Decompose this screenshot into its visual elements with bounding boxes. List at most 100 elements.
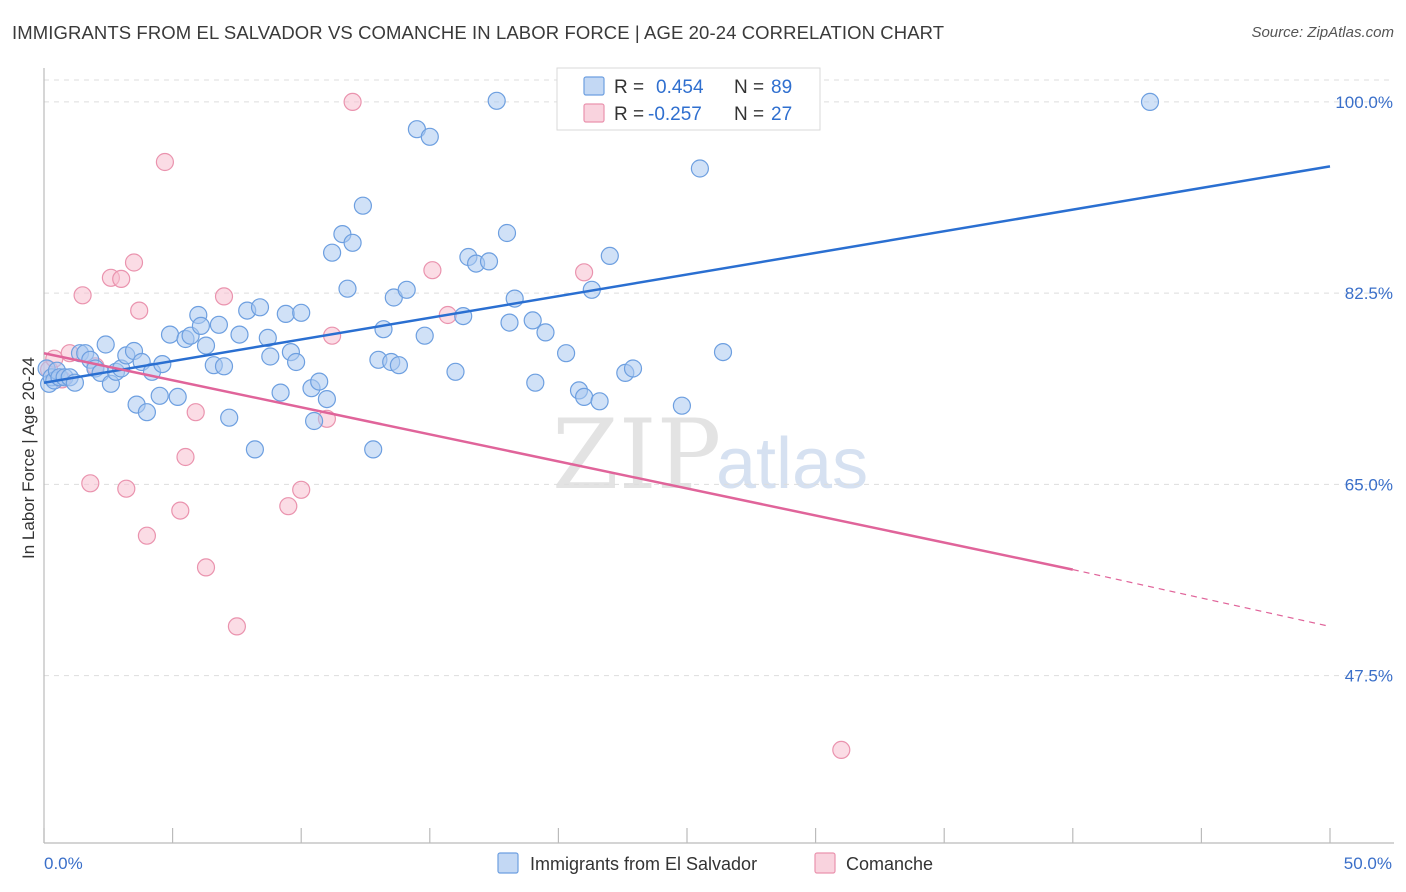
el-salvador-point [500, 313, 519, 332]
el-salvador-point [364, 440, 383, 459]
el-salvador-point [230, 325, 249, 344]
series-legend: Immigrants from El Salvador Comanche [497, 852, 933, 874]
el-salvador-point [574, 387, 594, 406]
el-salvador-point [214, 357, 234, 376]
comanche-trend-line [43, 351, 1074, 571]
el-salvador-point [160, 325, 180, 344]
comanche-point [279, 497, 298, 516]
y-tick-label: 82.5% [1345, 284, 1393, 303]
el-salvador-point [317, 390, 336, 409]
bottom-legend-swatch-blue [497, 852, 519, 874]
y-tick-label: 47.5% [1345, 667, 1393, 686]
el-salvador-point [310, 372, 329, 391]
y-axis-label: In Labor Force | Age 20-24 [19, 357, 38, 559]
legend-n-value-2: 27 [771, 104, 792, 125]
comanche-point [117, 479, 136, 498]
el-salvador-point [623, 359, 643, 378]
comanche-point [214, 287, 234, 306]
comanche-point [124, 253, 144, 272]
el-salvador-point [497, 223, 517, 243]
comanche-point [196, 558, 216, 577]
legend-r-value-2: -0.257 [648, 104, 702, 125]
el-salvador-point [220, 408, 239, 427]
el-salvador-point [168, 387, 187, 406]
el-salvador-point [196, 336, 216, 355]
comanche-point [171, 501, 190, 520]
el-salvador-point [374, 320, 393, 339]
comanche-point [832, 740, 851, 760]
el-salvador-point [556, 344, 576, 363]
watermark-zip: ZIP [552, 399, 721, 511]
el-salvador-point [287, 352, 306, 372]
bottom-legend-label-comanche: Comanche [846, 854, 933, 874]
el-salvador-point [536, 323, 555, 342]
el-salvador-point [137, 403, 156, 422]
el-salvador-point [191, 316, 210, 335]
el-salvador-point [487, 91, 506, 110]
el-salvador-point [590, 392, 609, 411]
el-salvador-point [150, 386, 169, 405]
axes [43, 68, 1394, 844]
comanche-point [343, 92, 362, 112]
comanche-point [227, 617, 246, 636]
comanche-point [292, 480, 311, 499]
legend-n-value-1: 89 [771, 77, 792, 98]
el-salvador-point [600, 246, 619, 265]
el-salvador-point [258, 328, 277, 347]
el-salvador-point [276, 304, 295, 323]
el-salvador-point [343, 233, 362, 252]
watermark-atlas: atlas [716, 424, 868, 504]
comanche-point [423, 261, 442, 280]
comanche-trend-extension [1072, 569, 1331, 628]
el-salvador-point [420, 127, 439, 146]
el-salvador-point [479, 252, 499, 271]
comanche-point [176, 447, 195, 467]
trend-lines [43, 165, 1331, 628]
el-salvador-point [1140, 92, 1160, 112]
comanche-point [81, 474, 100, 493]
comanche-point [130, 301, 149, 320]
el-salvador-point [397, 280, 416, 299]
legend-r-label-2: R = [614, 104, 644, 125]
comanche-point [574, 263, 594, 282]
el-salvador-point [209, 315, 228, 334]
el-salvador-point [271, 383, 290, 402]
el-salvador-point [526, 373, 545, 392]
el-salvador-point [690, 159, 710, 178]
el-salvador-point [261, 347, 280, 366]
el-salvador-point [292, 303, 311, 322]
correlation-legend: R = 0.454 N = 89 R = -0.257 N = 27 [556, 67, 821, 131]
el-salvador-point [672, 396, 692, 415]
el-salvador-point [713, 343, 733, 362]
el-salvador-point [389, 356, 408, 375]
el-salvador-point [305, 411, 324, 431]
legend-swatch-pink [583, 103, 605, 123]
x-tick-label-max: 50.0% [1344, 854, 1392, 873]
el-salvador-point [446, 362, 465, 381]
el-salvador-point [245, 440, 264, 459]
legend-swatch-blue [583, 76, 605, 96]
chart-title: IMMIGRANTS FROM EL SALVADOR VS COMANCHE … [12, 22, 945, 43]
comanche-point [137, 526, 156, 545]
gridlines [44, 79, 1394, 677]
el-salvador-points [37, 91, 1160, 459]
bottom-legend-swatch-pink [814, 852, 836, 874]
y-tick-labels: 47.5% 65.0% 82.5% 100.0% [1335, 93, 1393, 686]
source-credit: Source: ZipAtlas.com [1251, 24, 1394, 41]
x-tick-label-min: 0.0% [44, 854, 83, 873]
el-salvador-point [353, 196, 372, 215]
el-salvador-point [96, 335, 115, 354]
bottom-legend-label-el-salvador: Immigrants from El Salvador [530, 854, 757, 874]
comanche-point [73, 286, 92, 305]
el-salvador-point [523, 311, 542, 330]
el-salvador-trend-line [43, 165, 1331, 384]
comanche-point [186, 403, 205, 422]
el-salvador-point [338, 279, 357, 298]
el-salvador-point [415, 326, 434, 345]
comanche-point [112, 269, 131, 288]
el-salvador-point [323, 243, 342, 262]
comanche-point [155, 152, 174, 172]
y-tick-label: 100.0% [1335, 93, 1393, 112]
legend-n-label-1: N = [734, 77, 764, 98]
